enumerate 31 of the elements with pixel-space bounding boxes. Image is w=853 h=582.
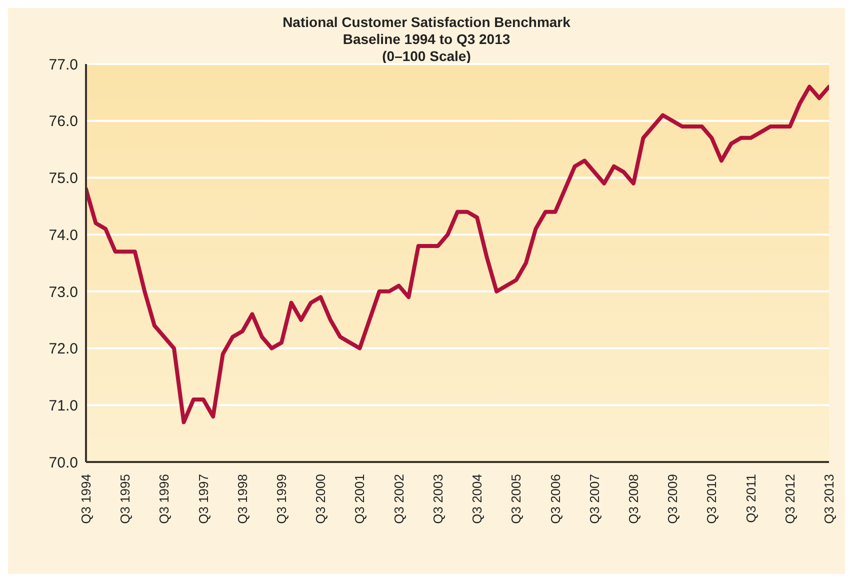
- y-tick-label: 73.0: [48, 284, 78, 301]
- x-tick-label: Q3 2005: [508, 474, 524, 524]
- x-tick-label: Q3 2006: [548, 474, 563, 524]
- x-tick-label: Q3 1998: [234, 474, 250, 524]
- y-tick-label: 77.0: [48, 56, 78, 74]
- y-tick-label: 71.0: [48, 397, 78, 414]
- x-tick-label: Q3 1994: [78, 474, 94, 524]
- x-tick-label: Q3 2011: [743, 474, 758, 523]
- y-tick-label: 72.0: [48, 340, 78, 358]
- x-tick-label: Q3 2010: [704, 474, 720, 524]
- x-tick-label: Q3 2008: [626, 474, 641, 524]
- y-tick-label: 75.0: [48, 170, 78, 188]
- x-tick-label: Q3 2004: [470, 474, 485, 524]
- x-tick-label: Q3 2013: [822, 474, 836, 524]
- x-tick-label: Q3 1997: [196, 474, 211, 524]
- line-series: [86, 84, 829, 424]
- y-tick-label: 70.0: [48, 454, 78, 472]
- x-tick-label: Q3 2001: [352, 474, 368, 524]
- x-tick-label: Q3 2007: [586, 474, 602, 524]
- x-tick-label: Q3 2009: [665, 474, 680, 524]
- x-tick-label: Q3 2002: [391, 474, 406, 524]
- x-tick-label: Q3 1999: [274, 474, 290, 524]
- x-tick-label: Q3 2000: [313, 474, 328, 524]
- x-tick-label: Q3 2003: [430, 474, 446, 524]
- x-tick-label: Q3 1995: [118, 474, 133, 524]
- x-tick-label: Q3 2012: [782, 474, 798, 524]
- chart-title: National Customer Satisfaction Benchmark: [282, 14, 572, 31]
- chart-subtitle: Baseline 1994 to Q3 2013 (0–100 Scale): [342, 31, 512, 64]
- y-tick-label: 74.0: [48, 226, 78, 244]
- x-tick-label: Q3 1996: [156, 474, 172, 524]
- y-tick-label: 76.0: [48, 113, 78, 130]
